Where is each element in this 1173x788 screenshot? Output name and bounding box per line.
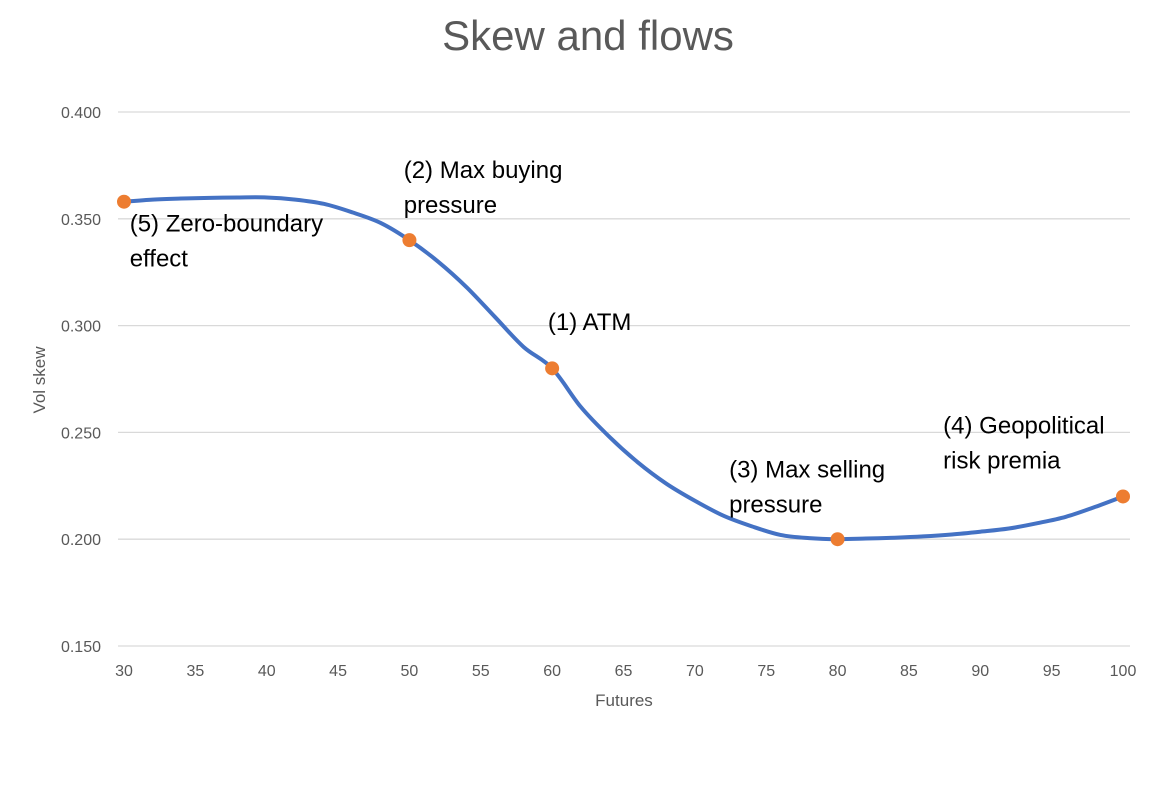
chart-title: Skew and flows [442,12,734,59]
annotation-label: risk premia [943,447,1061,474]
annotation-label: (2) Max buying [404,157,563,184]
highlight-point [830,532,845,547]
annotation-label: effect [130,246,189,273]
x-axis-ticks: 30 35 40 45 50 55 60 65 70 75 80 85 90 95 100 [115,663,1136,680]
x-tick-label: 30 [115,663,133,680]
y-axis-ticks: 0.150 0.200 0.250 0.300 0.350 0.400 [61,105,101,656]
vol-skew-line [122,195,1125,542]
x-axis-label: Futures [595,691,653,710]
x-tick-label: 80 [829,663,847,680]
x-tick-label: 35 [186,663,204,680]
y-tick-label: 0.350 [61,212,101,229]
y-tick-label: 0.200 [61,532,101,549]
x-tick-label: 100 [1110,663,1137,680]
x-tick-label: 90 [971,663,989,680]
x-tick-label: 60 [543,663,561,680]
y-tick-label: 0.400 [61,105,101,122]
y-tick-label: 0.150 [61,639,101,656]
highlight-point [545,361,560,376]
annotation-label: pressure [729,491,822,518]
highlight-markers [117,194,1130,547]
highlight-point [117,194,131,209]
annotation-label: (1) ATM [548,309,632,336]
gridlines [118,111,1130,647]
x-tick-label: 55 [472,663,490,680]
x-tick-label: 95 [1043,663,1061,680]
annotation-label: pressure [404,192,497,219]
x-tick-label: 65 [615,663,633,680]
x-tick-label: 40 [258,663,276,680]
annotation-label: (4) Geopolitical [943,412,1104,439]
x-tick-label: 70 [686,663,704,680]
y-tick-label: 0.250 [61,425,101,442]
y-tick-label: 0.300 [61,319,101,336]
annotation-label: (3) Max selling [729,456,885,483]
highlight-point [1116,489,1130,504]
x-tick-label: 85 [900,663,918,680]
highlight-point [402,233,417,248]
x-tick-label: 75 [757,663,775,680]
x-tick-label: 45 [329,663,347,680]
annotations: (5) Zero-boundary effect (2) Max buying pre… [130,157,1105,518]
y-axis-label: Vol skew [30,346,49,414]
annotation-label: (5) Zero-boundary [130,211,323,238]
x-tick-label: 50 [401,663,419,680]
